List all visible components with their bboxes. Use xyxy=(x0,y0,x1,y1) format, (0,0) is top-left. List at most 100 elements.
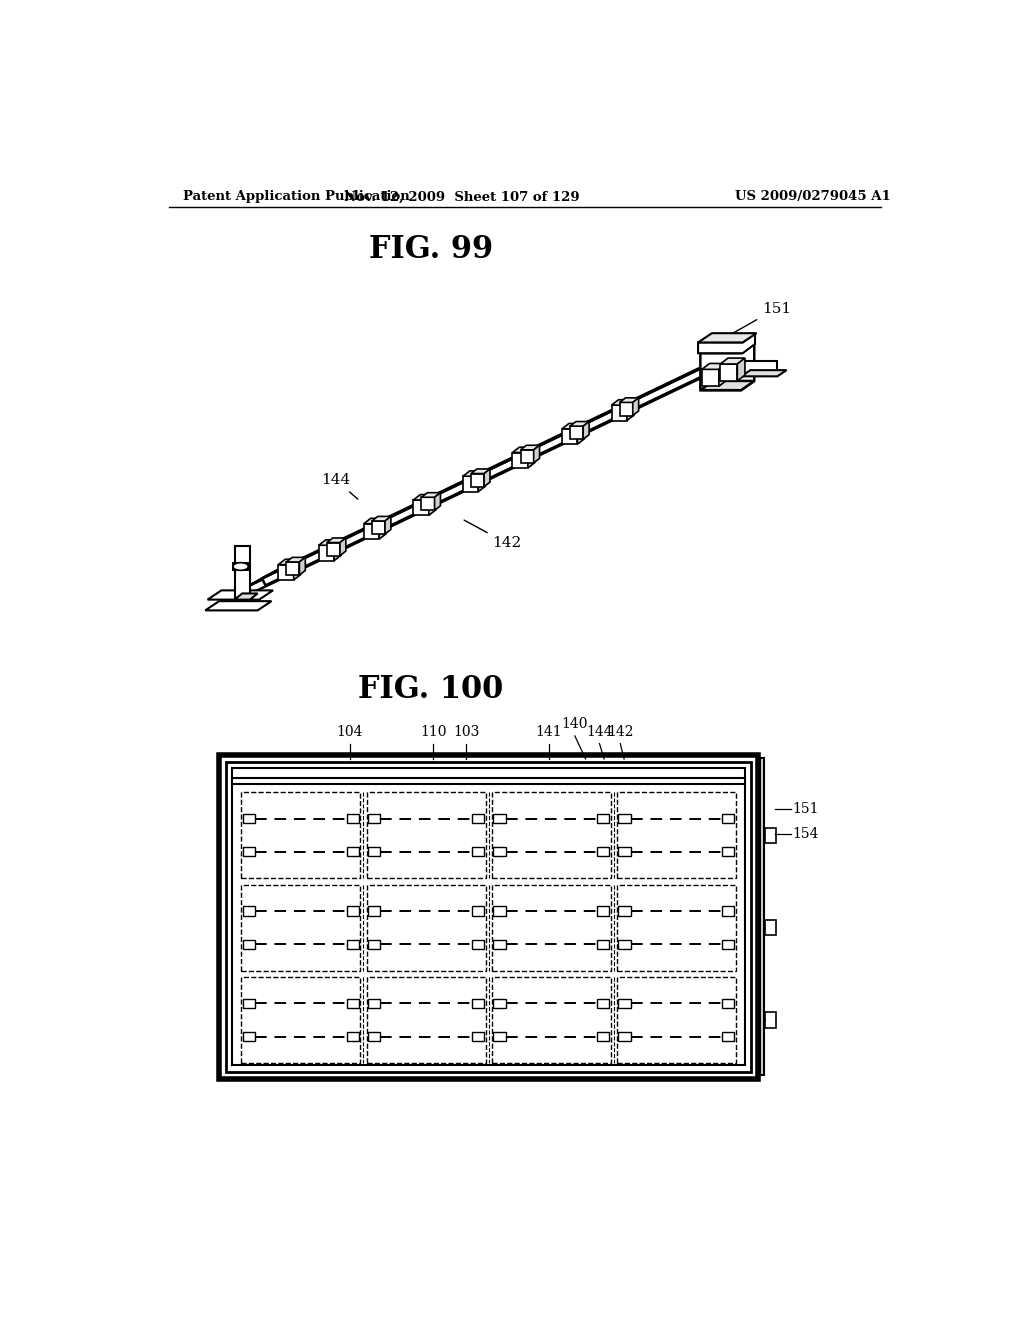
Polygon shape xyxy=(385,516,391,535)
Polygon shape xyxy=(422,498,434,511)
Polygon shape xyxy=(327,539,346,543)
Text: 144: 144 xyxy=(322,474,358,499)
Polygon shape xyxy=(262,363,716,585)
Bar xyxy=(492,792,610,878)
Polygon shape xyxy=(698,333,757,342)
Polygon shape xyxy=(334,540,341,561)
Bar xyxy=(722,940,734,949)
Text: US 2009/0279045 A1: US 2009/0279045 A1 xyxy=(735,190,891,203)
Bar xyxy=(616,884,736,970)
Bar xyxy=(494,999,506,1008)
Text: 151: 151 xyxy=(793,803,819,816)
Bar xyxy=(368,814,381,824)
Text: FIG. 99: FIG. 99 xyxy=(369,234,493,265)
Bar xyxy=(219,755,758,1078)
Polygon shape xyxy=(611,400,634,405)
Text: Patent Application Publication: Patent Application Publication xyxy=(183,190,410,203)
Polygon shape xyxy=(512,453,528,469)
Bar xyxy=(765,828,776,843)
Bar xyxy=(243,1032,255,1041)
Bar xyxy=(765,920,776,936)
Bar xyxy=(346,907,358,916)
Polygon shape xyxy=(364,519,386,524)
Text: 142: 142 xyxy=(607,725,634,739)
Polygon shape xyxy=(279,560,301,565)
Polygon shape xyxy=(611,405,627,421)
Polygon shape xyxy=(562,429,578,445)
Bar xyxy=(367,977,485,1063)
Polygon shape xyxy=(279,565,294,579)
Bar xyxy=(494,814,506,824)
Bar xyxy=(243,847,255,857)
Polygon shape xyxy=(620,397,639,403)
Bar xyxy=(494,940,506,949)
Bar xyxy=(346,1032,358,1041)
Polygon shape xyxy=(327,543,340,556)
Bar xyxy=(472,999,484,1008)
Polygon shape xyxy=(701,370,719,387)
Bar xyxy=(368,907,381,916)
Polygon shape xyxy=(737,358,744,381)
Bar xyxy=(243,999,255,1008)
Bar xyxy=(722,847,734,857)
Bar xyxy=(618,940,631,949)
Bar xyxy=(618,847,631,857)
Polygon shape xyxy=(414,500,429,515)
Polygon shape xyxy=(578,424,585,445)
Polygon shape xyxy=(698,333,755,354)
Polygon shape xyxy=(463,471,485,477)
Bar xyxy=(242,977,360,1063)
Polygon shape xyxy=(741,360,777,376)
Polygon shape xyxy=(700,381,755,391)
Bar xyxy=(722,999,734,1008)
Polygon shape xyxy=(234,594,258,599)
Bar xyxy=(243,907,255,916)
Polygon shape xyxy=(528,447,535,469)
Bar xyxy=(367,792,485,878)
Polygon shape xyxy=(520,445,540,450)
Polygon shape xyxy=(471,469,490,474)
Polygon shape xyxy=(205,601,271,610)
Polygon shape xyxy=(287,557,305,562)
Polygon shape xyxy=(372,521,385,535)
Text: 140: 140 xyxy=(561,717,588,731)
Bar xyxy=(492,884,610,970)
Polygon shape xyxy=(429,495,435,515)
Bar xyxy=(346,999,358,1008)
Text: 144: 144 xyxy=(586,725,612,739)
Polygon shape xyxy=(570,426,584,440)
Bar xyxy=(494,847,506,857)
Polygon shape xyxy=(562,424,585,429)
Bar xyxy=(765,1012,776,1028)
Polygon shape xyxy=(248,363,713,586)
Bar xyxy=(618,999,631,1008)
Bar xyxy=(346,940,358,949)
Bar xyxy=(618,814,631,824)
Bar xyxy=(494,907,506,916)
Polygon shape xyxy=(364,524,379,539)
Polygon shape xyxy=(299,557,305,576)
Polygon shape xyxy=(570,421,589,426)
Bar xyxy=(472,940,484,949)
Polygon shape xyxy=(633,397,639,416)
Polygon shape xyxy=(720,364,737,381)
Bar xyxy=(616,792,736,878)
Bar xyxy=(472,1032,484,1041)
Polygon shape xyxy=(700,345,755,391)
Polygon shape xyxy=(534,445,540,463)
Bar xyxy=(367,884,485,970)
Bar xyxy=(346,814,358,824)
Bar xyxy=(472,907,484,916)
Polygon shape xyxy=(208,590,273,599)
Bar xyxy=(368,847,381,857)
Bar xyxy=(761,758,764,1076)
Bar xyxy=(368,999,381,1008)
Bar xyxy=(494,1032,506,1041)
Text: FIG. 100: FIG. 100 xyxy=(358,675,504,705)
Polygon shape xyxy=(719,363,726,387)
Bar xyxy=(722,814,734,824)
Polygon shape xyxy=(520,450,534,463)
Text: 142: 142 xyxy=(464,520,521,550)
Bar xyxy=(492,977,610,1063)
Polygon shape xyxy=(318,540,341,545)
